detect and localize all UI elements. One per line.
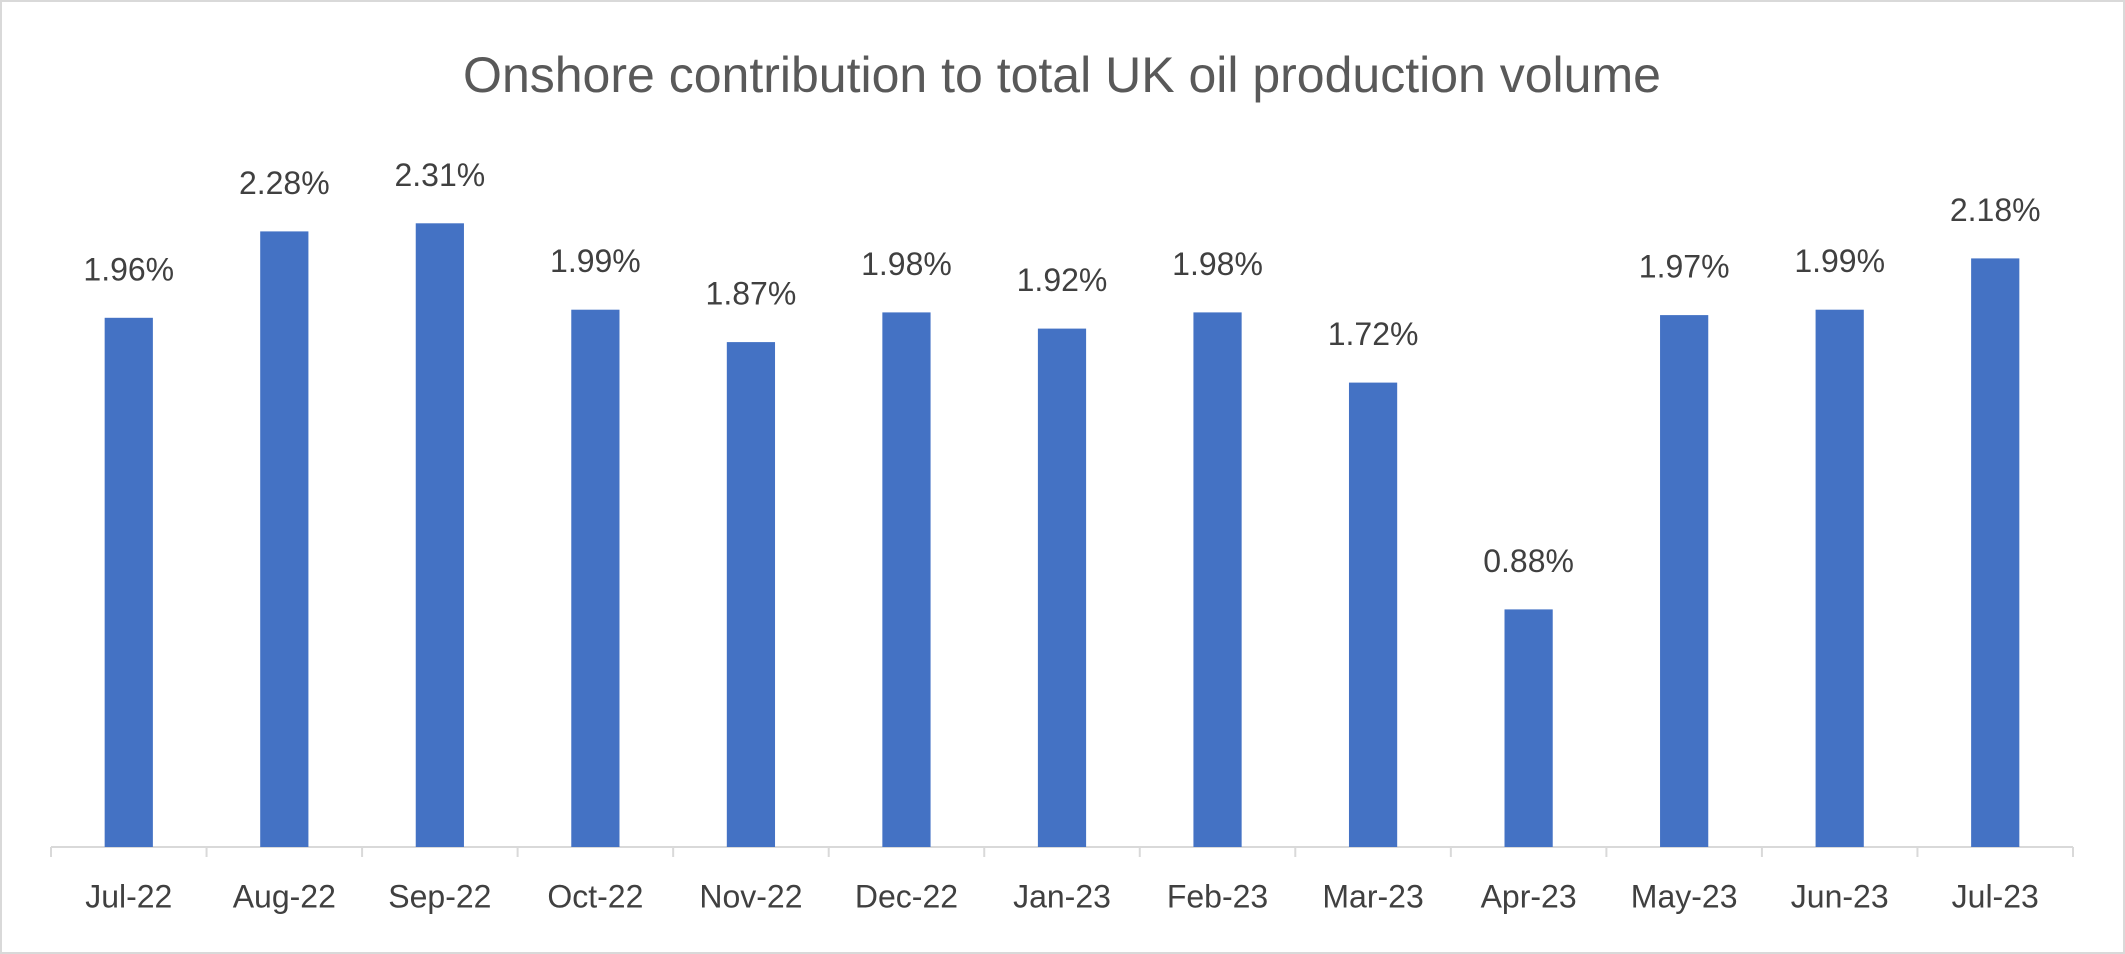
- x-tick-label: Feb-23: [1167, 878, 1268, 914]
- bar: [882, 312, 931, 847]
- data-label: 1.99%: [550, 243, 641, 279]
- x-tick-label: Apr-23: [1481, 878, 1577, 914]
- data-label: 2.18%: [1950, 192, 2041, 228]
- data-label: 1.72%: [1328, 316, 1419, 352]
- bar: [571, 309, 620, 847]
- bar: [1037, 328, 1087, 848]
- x-tick-label: May-23: [1631, 878, 1738, 914]
- x-tick-label: Jun-23: [1791, 878, 1889, 914]
- bar: [1815, 309, 1864, 847]
- x-tick-label: Dec-22: [855, 878, 958, 914]
- x-tick-label: Nov-22: [699, 878, 802, 914]
- data-label: 1.96%: [83, 251, 174, 287]
- x-tick-label: Jul-23: [1952, 878, 2039, 914]
- bar: [104, 317, 153, 847]
- chart-title: Onshore contribution to total UK oil pro…: [463, 47, 1661, 103]
- x-tick-label: Jul-22: [85, 878, 172, 914]
- data-label: 1.92%: [1017, 262, 1108, 298]
- data-label: 1.99%: [1794, 243, 1885, 279]
- bar: [260, 231, 309, 847]
- data-label: 1.98%: [1172, 246, 1263, 282]
- data-label: 1.87%: [706, 276, 797, 312]
- bar: [1971, 258, 2020, 847]
- x-tick-label: Aug-22: [233, 878, 336, 914]
- data-label: 1.97%: [1639, 249, 1730, 285]
- data-label: 1.98%: [861, 246, 952, 282]
- x-tick-label: Mar-23: [1322, 878, 1423, 914]
- bar: [415, 223, 464, 848]
- x-tick-label: Jan-23: [1013, 878, 1111, 914]
- data-label: 0.88%: [1483, 543, 1574, 579]
- data-label: 2.28%: [239, 165, 330, 201]
- x-tick-label: Sep-22: [388, 878, 491, 914]
- x-tick-label: Oct-22: [547, 878, 643, 914]
- data-label: 2.31%: [394, 157, 485, 193]
- bar: [726, 342, 776, 847]
- bar: [1660, 315, 1709, 848]
- bar: [1504, 609, 1553, 847]
- bar: [1348, 382, 1398, 847]
- bar: [1193, 312, 1242, 847]
